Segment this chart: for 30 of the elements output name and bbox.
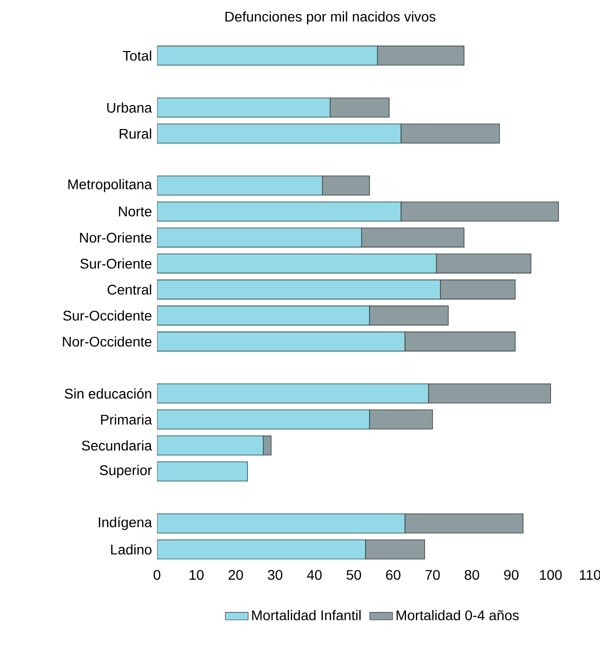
y-tick-label: Urbana [107, 102, 152, 113]
y-tick-label: Nor-Occidente [62, 336, 152, 347]
x-tick-label: 20 [228, 570, 243, 580]
x-tick-label: 30 [268, 570, 282, 580]
x-tick-label: 60 [386, 570, 400, 580]
y-tick-label: Superior [100, 464, 152, 478]
y-tick-label: Ladino [111, 544, 152, 555]
x-tick-label: 100 [540, 570, 562, 580]
x-tick-label: 90 [504, 570, 519, 580]
chart-title: Defunciones por mil nacidos vivos [226, 11, 436, 24]
legend-label: Mortalidad Infantil [252, 610, 361, 620]
y-tick-label: Sin educación [64, 388, 152, 399]
y-tick-label: Rural [120, 128, 152, 139]
x-tick-label: 80 [464, 570, 480, 580]
y-tick-label: Sur-Occidente [63, 310, 152, 321]
y-tick-label: Norte [118, 206, 152, 216]
y-tick-label: Central [108, 284, 152, 295]
y-tick-label: Total [122, 50, 152, 61]
x-tick-label: 70 [425, 570, 440, 580]
y-tick-label: Sur-Oriente [80, 258, 152, 269]
x-tick-label: 10 [190, 570, 204, 580]
y-tick-label: Primaria [101, 414, 152, 425]
x-tick-label: 0 [154, 570, 160, 580]
y-tick-label: Metropolitana [68, 179, 152, 192]
y-tick-label: Secundaria [82, 440, 152, 451]
x-tick-label: 40 [306, 570, 322, 580]
y-tick-label: Nor-Oriente [80, 232, 152, 243]
legend-label: Mortalidad 0-4 años [396, 610, 519, 620]
y-tick-label: Indígena [98, 516, 152, 530]
x-tick-label: 50 [346, 570, 362, 580]
